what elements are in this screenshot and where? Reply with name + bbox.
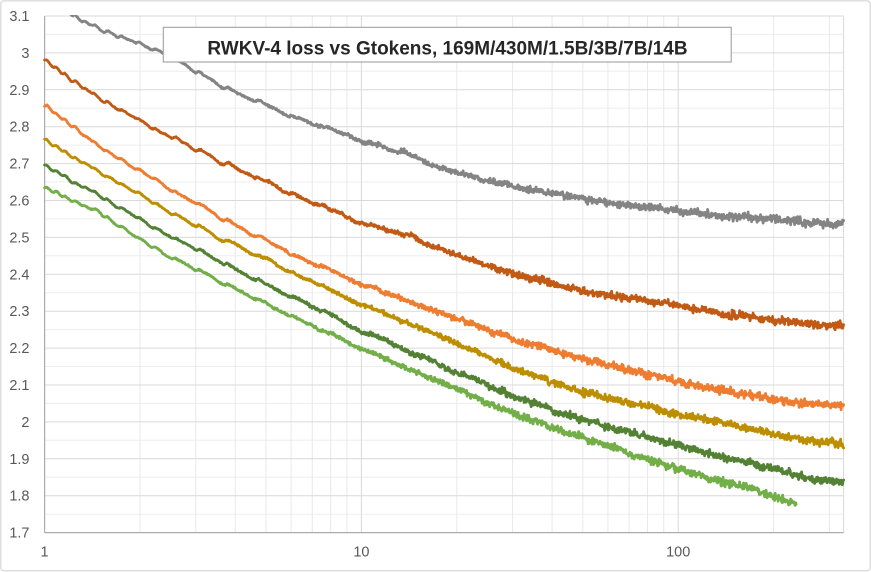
svg-text:1.7: 1.7 bbox=[9, 526, 29, 542]
svg-text:1: 1 bbox=[41, 545, 49, 561]
svg-text:2.6: 2.6 bbox=[9, 194, 29, 210]
svg-text:RWKV-4 loss vs Gtokens, 169M/4: RWKV-4 loss vs Gtokens, 169M/430M/1.5B/3… bbox=[207, 38, 687, 59]
svg-text:1.9: 1.9 bbox=[9, 452, 29, 468]
svg-text:2.1: 2.1 bbox=[9, 378, 29, 394]
svg-text:3.1: 3.1 bbox=[9, 9, 29, 25]
svg-text:2.4: 2.4 bbox=[9, 267, 29, 283]
svg-text:2.9: 2.9 bbox=[9, 83, 29, 99]
svg-text:2: 2 bbox=[21, 415, 29, 431]
svg-text:2.7: 2.7 bbox=[9, 157, 29, 173]
svg-text:3: 3 bbox=[21, 46, 29, 62]
svg-text:2.5: 2.5 bbox=[9, 230, 29, 246]
svg-text:2.3: 2.3 bbox=[9, 304, 29, 320]
svg-text:1.8: 1.8 bbox=[9, 489, 29, 505]
svg-text:10: 10 bbox=[353, 545, 369, 561]
svg-text:2.2: 2.2 bbox=[9, 341, 29, 357]
svg-text:100: 100 bbox=[666, 545, 690, 561]
svg-text:2.8: 2.8 bbox=[9, 120, 29, 136]
